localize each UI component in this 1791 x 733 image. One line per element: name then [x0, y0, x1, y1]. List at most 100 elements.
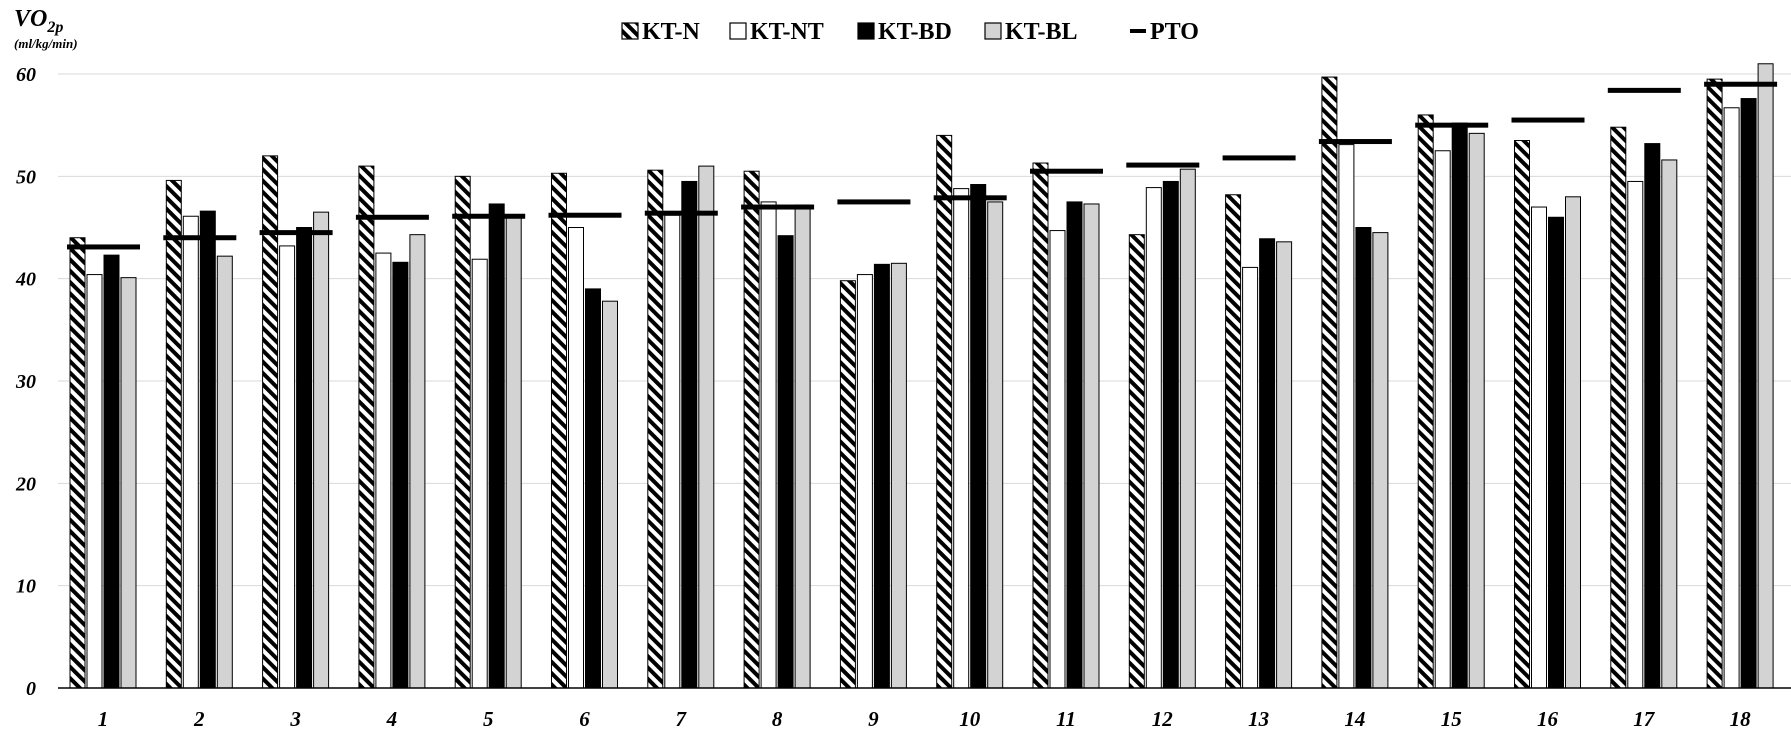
bar-kt-nt-13	[1242, 266, 1259, 689]
bar-kt-bl-9	[890, 262, 907, 689]
pto-marker-17	[1607, 87, 1681, 93]
bar-kt-n-9	[839, 280, 856, 689]
bar-kt-bl-4	[409, 234, 426, 689]
x-tick-label: 8	[772, 707, 783, 731]
bar-kt-bd-16	[1548, 216, 1564, 689]
legend-swatch	[1130, 29, 1146, 33]
bar-kt-bl-1	[120, 277, 137, 689]
x-tick-label: 3	[289, 707, 301, 731]
legend-item-kt-bd: KT-BD	[857, 19, 952, 45]
bar-kt-bl-11	[1083, 203, 1100, 689]
bar-kt-bd-3	[296, 227, 313, 689]
bar-kt-n-11	[1032, 162, 1049, 689]
x-tick-label: 13	[1248, 707, 1269, 731]
pto-marker-18	[1704, 81, 1778, 87]
bar-kt-nt-18	[1723, 107, 1740, 689]
bar-kt-nt-7	[664, 214, 681, 689]
x-tick-label: 7	[676, 707, 688, 731]
bar-kt-bl-14	[1372, 232, 1389, 689]
x-tick-label: 9	[868, 707, 879, 731]
bar-kt-n-10	[936, 134, 953, 689]
pto-markers	[67, 81, 1778, 250]
bar-kt-nt-14	[1338, 144, 1355, 689]
pto-marker-8	[741, 204, 815, 210]
legend-item-pto: PTO	[1130, 19, 1199, 45]
bar-kt-bl-16	[1565, 196, 1581, 689]
pto-marker-13	[1222, 155, 1296, 161]
bar-kt-nt-17	[1627, 180, 1644, 689]
bar-kt-bl-18	[1757, 63, 1774, 689]
x-tick-label: 11	[1056, 707, 1076, 731]
bar-kt-bd-6	[585, 288, 601, 689]
legend-swatch	[621, 22, 639, 40]
bar-kt-nt-10	[953, 188, 970, 689]
pto-marker-1	[67, 244, 140, 250]
y-tick-label: 30	[15, 371, 36, 393]
bar-kt-bd-8	[777, 235, 794, 689]
bar-kt-n-2	[165, 179, 182, 689]
y-axis-title-main: VO	[14, 6, 47, 32]
pto-marker-3	[259, 230, 333, 236]
legend-label: KT-BD	[878, 19, 952, 45]
y-tick-label: 40	[15, 269, 36, 291]
x-tick-label: 17	[1633, 707, 1656, 731]
legend-item-kt-nt: KT-NT	[729, 19, 824, 45]
bar-kt-bd-10	[970, 184, 987, 689]
bar-kt-nt-11	[1049, 230, 1066, 689]
bar-kt-nt-9	[856, 274, 873, 689]
bar-kt-n-5	[454, 175, 471, 689]
bar-kt-n-15	[1417, 114, 1434, 689]
y-axis-title: VO2p	[14, 6, 63, 36]
pto-marker-11	[1030, 168, 1103, 174]
bar-kt-bd-1	[103, 254, 120, 689]
bar-kt-n-3	[262, 155, 279, 689]
legend-item-kt-bl: KT-BL	[984, 19, 1077, 45]
pto-marker-16	[1511, 117, 1585, 123]
x-tick-label: 4	[386, 707, 398, 731]
bar-kt-n-13	[1225, 194, 1242, 689]
bar-kt-nt-5	[471, 258, 488, 689]
bar-kt-n-7	[647, 169, 664, 689]
pto-marker-12	[1126, 162, 1200, 168]
pto-marker-7	[644, 210, 718, 216]
bar-kt-bl-2	[216, 255, 233, 689]
bar-kt-nt-6	[568, 227, 584, 689]
pto-marker-14	[1318, 139, 1392, 145]
bar-kt-bd-7	[681, 180, 698, 689]
legend-label: KT-N	[642, 19, 700, 45]
bar-kt-nt-15	[1434, 150, 1451, 689]
x-tick-label: 16	[1537, 707, 1559, 731]
bar-kt-bd-9	[873, 263, 890, 689]
bar-kt-nt-1	[86, 274, 103, 689]
bar-kt-bd-5	[488, 203, 505, 689]
y-tick-label: 60	[16, 64, 36, 86]
bar-kt-nt-4	[375, 252, 392, 689]
pto-marker-6	[548, 212, 622, 218]
bar-kt-n-14	[1321, 76, 1338, 689]
bar-kt-bl-13	[1276, 241, 1293, 689]
pto-marker-10	[933, 195, 1007, 201]
y-tick-label: 10	[16, 576, 36, 598]
bar-kt-nt-12	[1145, 187, 1162, 689]
x-tick-label: 12	[1152, 707, 1174, 731]
bar-kt-bd-18	[1740, 98, 1757, 689]
bar-kt-bd-11	[1066, 201, 1083, 689]
y-axis-unit: (ml/kg/min)	[14, 36, 78, 51]
y-tick-label: 50	[16, 166, 36, 188]
x-tick-label: 14	[1344, 707, 1365, 731]
bar-kt-nt-2	[182, 215, 199, 689]
bar-kt-n-8	[743, 170, 760, 689]
bar-kt-n-1	[69, 237, 86, 689]
bar-kt-n-17	[1610, 126, 1627, 689]
bar-kt-bl-5	[505, 216, 522, 689]
bar-kt-bl-12	[1179, 168, 1196, 689]
legend-item-kt-n: KT-N	[621, 19, 700, 45]
bar-kt-bd-14	[1355, 227, 1372, 689]
bar-kt-nt-16	[1531, 206, 1547, 689]
bar-kt-bd-17	[1644, 143, 1661, 689]
bar-kt-bd-12	[1162, 180, 1179, 689]
legend-label: PTO	[1150, 19, 1199, 45]
bar-kt-bl-3	[313, 211, 330, 689]
x-tick-label: 15	[1441, 707, 1462, 731]
